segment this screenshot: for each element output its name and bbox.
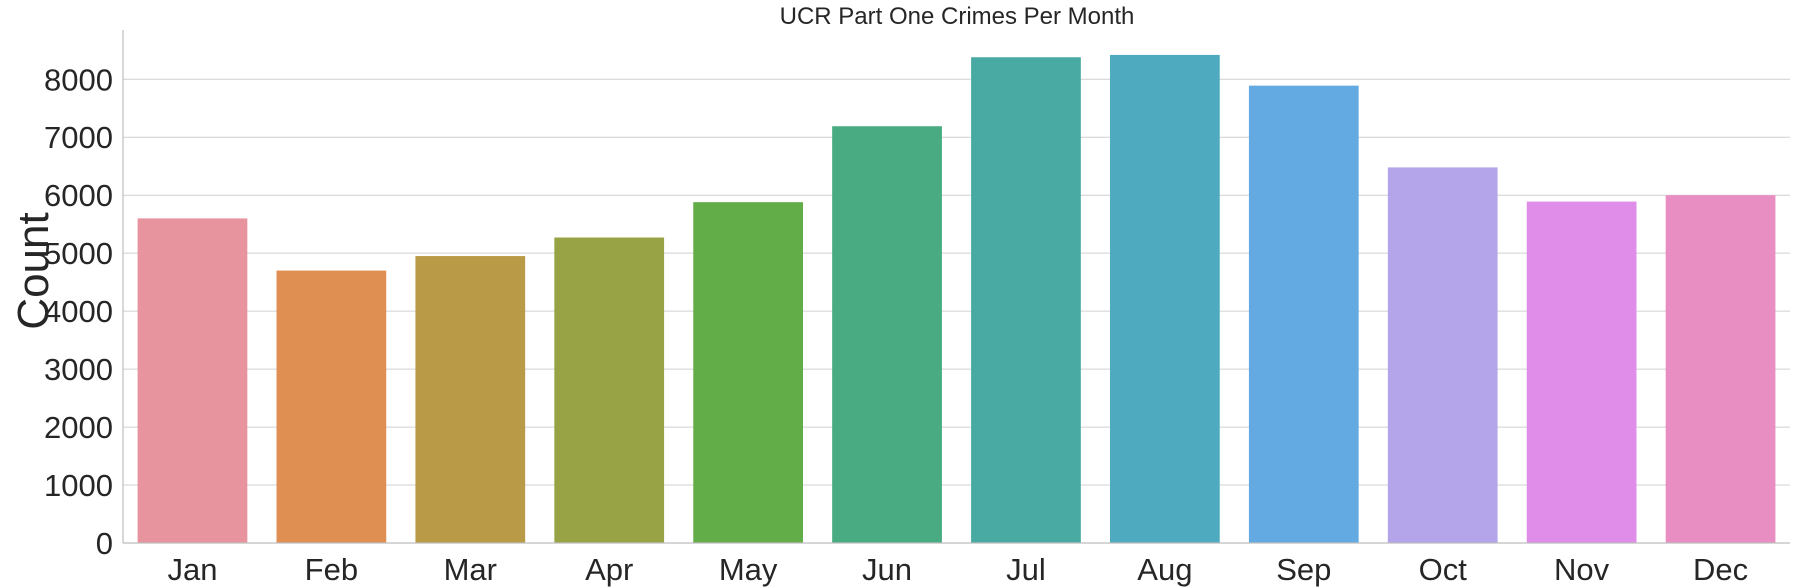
y-tick-label: 6000 (44, 178, 113, 213)
bar-sep (1248, 85, 1359, 543)
bar-jan (137, 218, 248, 543)
y-tick-label: 7000 (44, 120, 113, 155)
x-tick-label: Jan (167, 552, 217, 587)
bar-dec (1665, 195, 1776, 544)
y-tick-label: 0 (96, 526, 113, 561)
x-tick-label: Jul (1006, 552, 1046, 587)
bar-nov (1526, 201, 1637, 544)
chart-title: UCR Part One Crimes Per Month (780, 3, 1135, 30)
x-tick-label: Aug (1137, 552, 1192, 587)
x-tick-label: Nov (1554, 552, 1610, 587)
x-tick-label: Jun (862, 552, 912, 587)
bar-apr (554, 237, 665, 543)
bar-feb (276, 270, 387, 543)
bars (137, 54, 1776, 544)
bar-aug (1110, 54, 1220, 544)
x-tick-label: Mar (444, 552, 497, 587)
y-tick-label: 8000 (44, 62, 113, 97)
y-tick-label: 3000 (44, 352, 113, 387)
x-tick-label: Dec (1693, 552, 1748, 587)
x-tick-label: Sep (1276, 552, 1331, 587)
bar-oct (1387, 167, 1498, 544)
x-tick-label: Oct (1419, 552, 1468, 587)
bar-jun (832, 126, 942, 544)
x-tick-label: May (719, 552, 778, 587)
bar-mar (415, 256, 526, 543)
gridlines (123, 78, 1790, 486)
x-tick-labels: Jan Feb Mar Apr May Jun Jul Aug Sep Oct Nov Dec (167, 552, 1748, 587)
x-tick-label: Apr (585, 552, 633, 587)
y-tick-labels: 0 1000 2000 3000 4000 5000 6000 7000 8000 (44, 62, 113, 561)
y-tick-label: 4000 (44, 294, 113, 329)
y-tick-label: 5000 (44, 236, 113, 271)
bar-may (693, 202, 803, 544)
y-axis-label: Count (9, 212, 58, 329)
y-tick-label: 1000 (44, 468, 113, 503)
x-tick-label: Feb (305, 552, 358, 587)
y-tick-label: 2000 (44, 410, 113, 445)
bar-jul (971, 57, 1081, 543)
